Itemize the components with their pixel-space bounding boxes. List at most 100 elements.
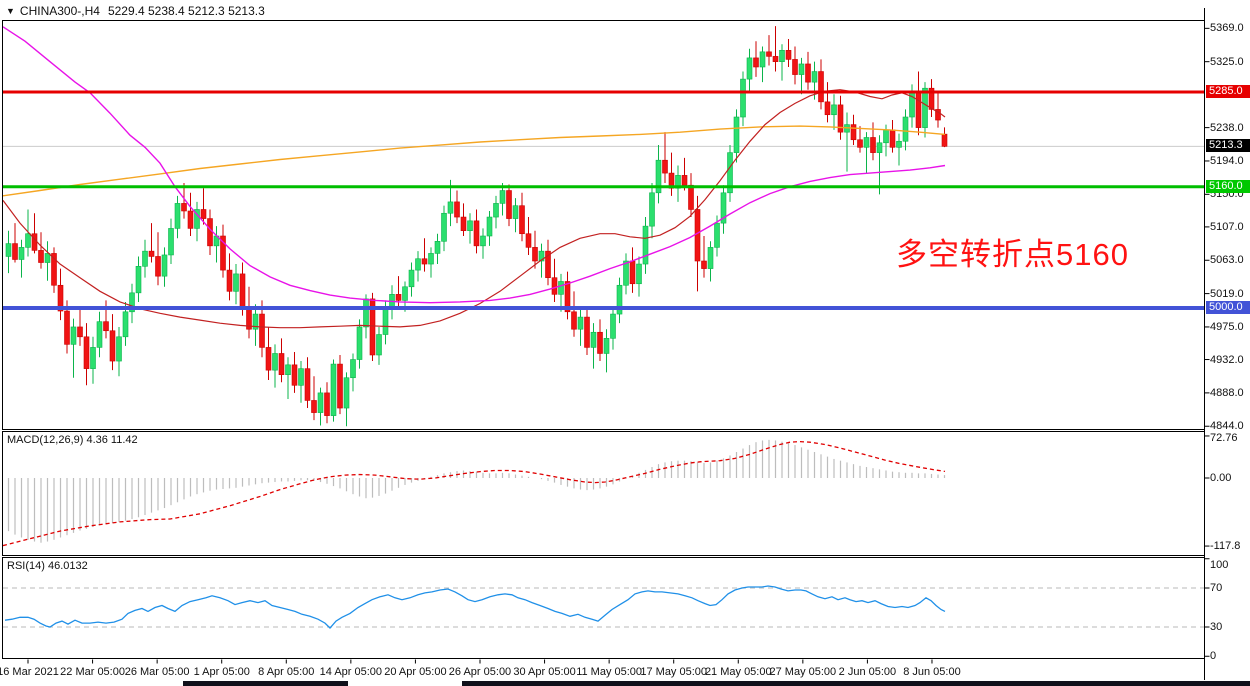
candle-body: [324, 392, 330, 416]
ma-darkred-line: [3, 89, 946, 329]
price-axis-label: 4932.0: [1210, 353, 1244, 366]
candle-body: [226, 269, 233, 292]
indicator-axis-label: 0.00: [1210, 472, 1232, 484]
time-axis-label: 8 Jun 05:00: [903, 666, 961, 678]
candle-body: [831, 104, 837, 116]
time-axis-label: 2 Jun 05:00: [838, 666, 897, 678]
candle-body: [681, 175, 688, 186]
candle-body: [655, 159, 662, 194]
price-axis-label: 5325.0: [1210, 55, 1244, 68]
symbol-dropdown-icon[interactable]: ▼: [6, 6, 15, 16]
main-price-panel: [3, 26, 1204, 427]
price-axis-label: 5063.0: [1210, 254, 1244, 267]
indicator-axis-label: 72.76: [1210, 432, 1238, 444]
candle-body: [876, 142, 883, 153]
candle-body: [311, 400, 317, 413]
candle-body: [376, 334, 382, 356]
candle-body: [5, 243, 12, 257]
candle-body: [57, 284, 64, 312]
candle-body: [259, 313, 265, 348]
candle-body: [785, 50, 792, 60]
price-axis-label: 4844.0: [1210, 420, 1244, 433]
candle-body: [51, 253, 57, 286]
main-panel-border: [2, 20, 1205, 430]
candle-body: [545, 250, 551, 278]
macd-indicator-label: MACD(12,26,9) 4.36 11.42: [7, 434, 138, 446]
candles: [5, 26, 948, 427]
candle-body: [415, 258, 421, 271]
price-axis-label: 5369.0: [1210, 22, 1244, 35]
time-axis-label: 1 Apr 05:00: [193, 666, 250, 678]
candle-body: [428, 253, 434, 265]
candle-body: [766, 51, 772, 57]
candle-body: [571, 311, 577, 330]
ma-magenta-line: [3, 26, 946, 304]
candle-body: [77, 326, 83, 338]
price-axis-label: 4888.0: [1210, 386, 1244, 399]
candle-body: [421, 258, 428, 265]
candle-body: [493, 203, 499, 218]
price-axis-label: 5107.0: [1210, 220, 1244, 233]
candle-body: [298, 368, 304, 386]
candle-body: [116, 336, 122, 362]
candle-body: [31, 233, 38, 251]
candle-body: [200, 209, 207, 219]
indicator-axis-label: 30: [1210, 621, 1223, 633]
candle-body: [109, 330, 116, 362]
candle-body: [402, 286, 408, 301]
candle-body: [538, 250, 545, 262]
candle-body: [174, 203, 181, 229]
candle-body: [896, 140, 902, 148]
price-axis-label: 5194.0: [1210, 154, 1244, 167]
candle-body: [135, 266, 142, 294]
candle-body: [629, 260, 636, 285]
time-axis-label: 30 Apr 05:00: [513, 666, 576, 678]
indicator-axis-label: 0: [1210, 650, 1217, 663]
candle-body: [610, 313, 616, 339]
macd-signal-line: [3, 440, 946, 547]
price-badge-5000.0: 5000.0: [1206, 301, 1250, 314]
candle-body: [902, 116, 909, 142]
price-axis-label: 5238.0: [1210, 121, 1244, 134]
candle-body: [584, 316, 590, 348]
candle-body: [753, 57, 759, 68]
candle-body: [239, 273, 246, 309]
candle-body: [649, 192, 655, 227]
candle-body: [935, 109, 941, 121]
candle-body: [291, 364, 298, 386]
time-axis-label: 20 Apr 05:00: [384, 666, 447, 678]
candle-body: [96, 321, 103, 348]
candle-body: [317, 392, 324, 413]
candle-body: [558, 281, 564, 295]
candle-body: [889, 129, 896, 148]
price-axis-label: 5019.0: [1210, 287, 1244, 300]
candle-body: [18, 247, 25, 260]
candle-body: [759, 51, 766, 68]
candle-body: [12, 243, 18, 260]
rsi-indicator-label: RSI(14) 46.0132: [7, 560, 88, 572]
taskbar-sliver-left: [183, 681, 348, 686]
candle-body: [356, 326, 363, 360]
candle-body: [792, 59, 798, 75]
candle-body: [389, 294, 395, 307]
candle-body: [265, 347, 272, 371]
candle-body: [304, 368, 311, 401]
candle-body: [811, 71, 818, 83]
time-axis-label: 21 May 05:00: [704, 666, 772, 678]
candle-body: [818, 71, 824, 103]
candle-body: [733, 116, 740, 153]
candle-body: [168, 228, 174, 256]
candle-body: [714, 222, 720, 248]
price-badge-5213.3: 5213.3: [1206, 139, 1250, 153]
candle-body: [577, 316, 584, 330]
candle-body: [863, 137, 870, 148]
time-axis-label: 26 Apr 05:00: [448, 666, 512, 678]
candle-body: [597, 331, 603, 354]
time-axis-label: 14 Apr 05:00: [319, 666, 383, 678]
candle-body: [233, 273, 239, 292]
time-axis-label: 27 May 05:00: [769, 666, 837, 678]
candle-body: [727, 152, 733, 194]
candle-body: [746, 57, 753, 80]
time-axis-label: 26 Mar 05:00: [124, 666, 190, 678]
